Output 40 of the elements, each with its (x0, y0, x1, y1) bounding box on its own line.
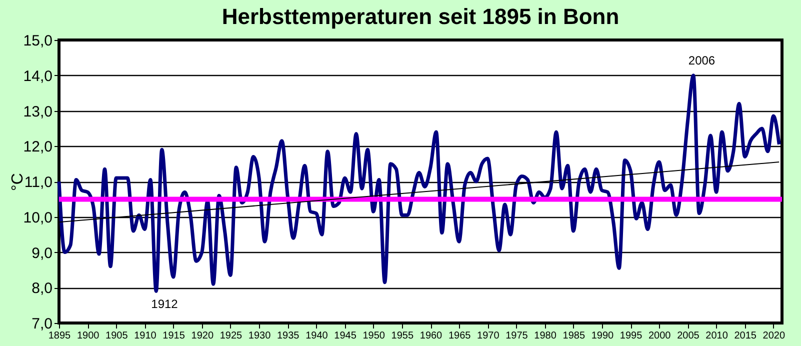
y-tick-label: 14,0 (23, 68, 52, 85)
annotation: 2006 (688, 53, 716, 68)
x-tick-label: 1905 (106, 330, 128, 342)
chart-title: Herbsttemperaturen seit 1895 in Bonn (222, 4, 620, 29)
y-tick-label: 12,0 (23, 138, 52, 156)
x-tick-label: 1955 (391, 330, 414, 342)
x-tick-label: 1975 (506, 330, 528, 342)
x-tick-label: 1965 (448, 330, 472, 342)
x-tick-label: 1895 (48, 330, 72, 342)
y-tick-label: 9,0 (32, 244, 52, 262)
x-tick-label: 2010 (706, 330, 728, 342)
x-tick-label: 1980 (534, 330, 557, 342)
x-tick-label: 1900 (76, 330, 100, 342)
x-tick-label: 2005 (677, 330, 700, 342)
x-tick-label: 2015 (734, 330, 757, 342)
x-tick-label: 1945 (334, 330, 357, 342)
x-tick-label: 1990 (591, 330, 614, 342)
y-tick-label: 10,0 (23, 209, 52, 226)
y-tick-label: 13,0 (23, 103, 52, 120)
y-tick-label: 11,0 (24, 174, 52, 191)
x-tick-label: 1925 (220, 330, 243, 342)
x-tick-label: 1960 (420, 330, 443, 342)
x-tick-label: 1930 (248, 330, 272, 342)
x-tick-label: 2020 (762, 330, 786, 342)
line-series (57, 74, 781, 293)
x-tick-label: 1995 (620, 330, 643, 342)
annotation: 1912 (151, 297, 178, 312)
x-tick-label: 1915 (162, 330, 186, 342)
x-tick-label: 1920 (191, 330, 214, 342)
y-tick-label: 15,0 (23, 32, 52, 50)
y-tick-label: 8,0 (32, 280, 52, 298)
y-axis-title: °C (9, 173, 26, 191)
y-tick-label: 7,0 (32, 316, 52, 332)
x-tick-label: 1950 (362, 330, 386, 342)
x-tick-label: 1970 (477, 330, 500, 342)
x-tick-label: 2000 (648, 330, 672, 342)
x-tick-label: 1910 (134, 330, 157, 342)
x-tick-label: 1940 (306, 330, 328, 342)
x-tick-label: 1935 (276, 330, 300, 342)
x-tick-label: 1985 (562, 330, 586, 342)
